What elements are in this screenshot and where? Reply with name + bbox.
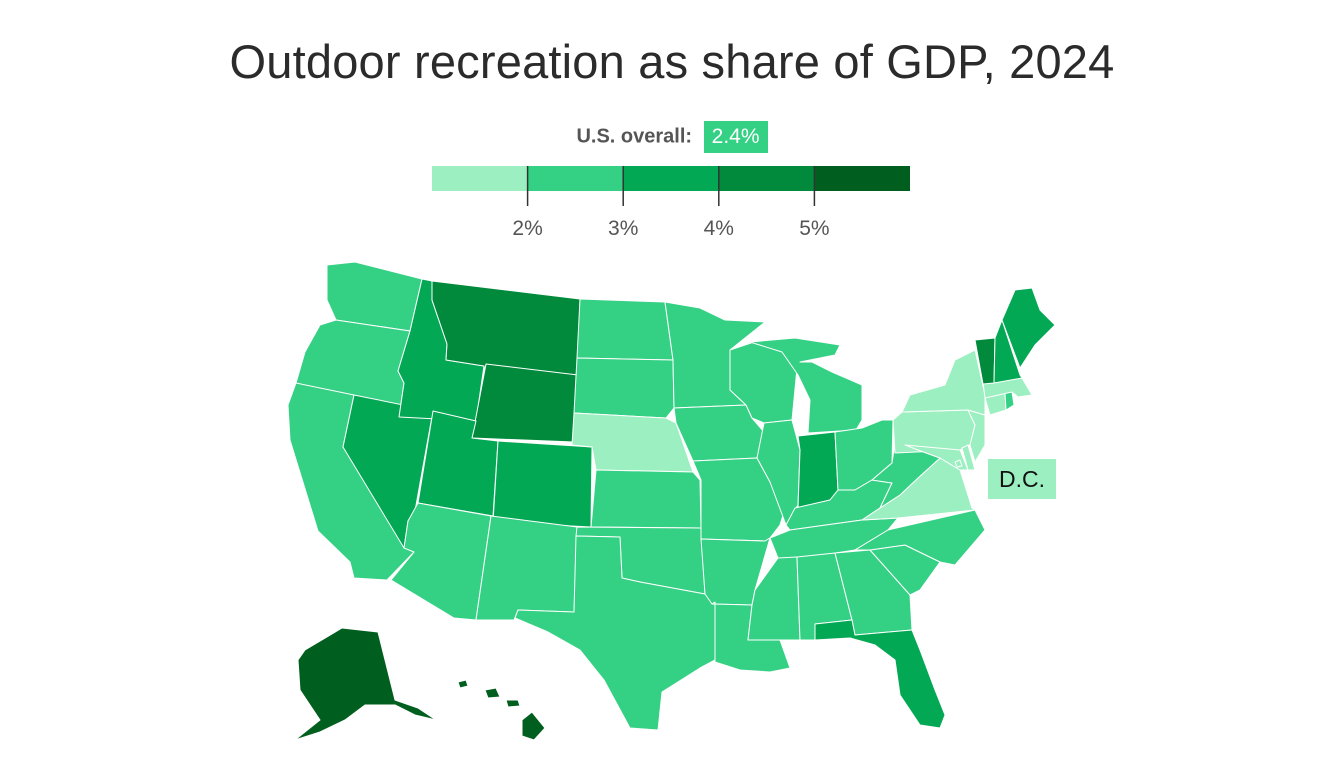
state-hi-islands [484,687,501,699]
legend-bin-4 [718,166,815,191]
legend-bin-2 [527,166,624,191]
dc-label: D.C. [988,459,1056,499]
state-wy[interactable] [471,363,579,443]
state-mi[interactable] [749,337,863,434]
legend-bin-5 [814,166,910,191]
us-overall: U.S. overall: 2.4% [0,121,1344,153]
legend-tick-label: 4% [704,217,734,240]
state-pa[interactable] [892,409,976,454]
state-nm[interactable] [475,515,578,621]
state-md[interactable] [904,444,969,471]
color-legend: 2% 3% 4% 5% [432,166,910,240]
state-sd[interactable] [573,357,675,419]
state-tx[interactable] [514,535,716,731]
legend-tick-label: 2% [512,217,542,240]
legend-tick-label: 5% [799,217,829,240]
legend-tick-label: 3% [608,217,638,240]
state-nc[interactable] [854,509,986,566]
state-dc[interactable] [954,459,963,468]
state-ak[interactable] [294,627,437,741]
us-overall-label: U.S. overall: [576,125,693,148]
state-me[interactable] [1001,287,1056,369]
state-nd[interactable] [576,298,674,361]
state-de[interactable] [961,444,976,471]
state-nh[interactable] [993,319,1023,384]
state-ny[interactable] [901,349,986,416]
state-in[interactable] [797,431,839,509]
state-hi-islands [457,679,469,689]
state-ks[interactable] [590,469,702,529]
legend-bin-3 [623,166,719,191]
state-co[interactable] [492,440,593,528]
state-hi[interactable] [521,711,546,741]
state-fl[interactable] [814,619,946,729]
legend-bin-1 [432,166,528,191]
state-ri[interactable] [1004,391,1015,411]
state-hi-islands [505,699,521,708]
map-title: Outdoor recreation as share of GDP, 2024 [229,35,1115,88]
us-overall-value: 2.4% [703,121,768,153]
